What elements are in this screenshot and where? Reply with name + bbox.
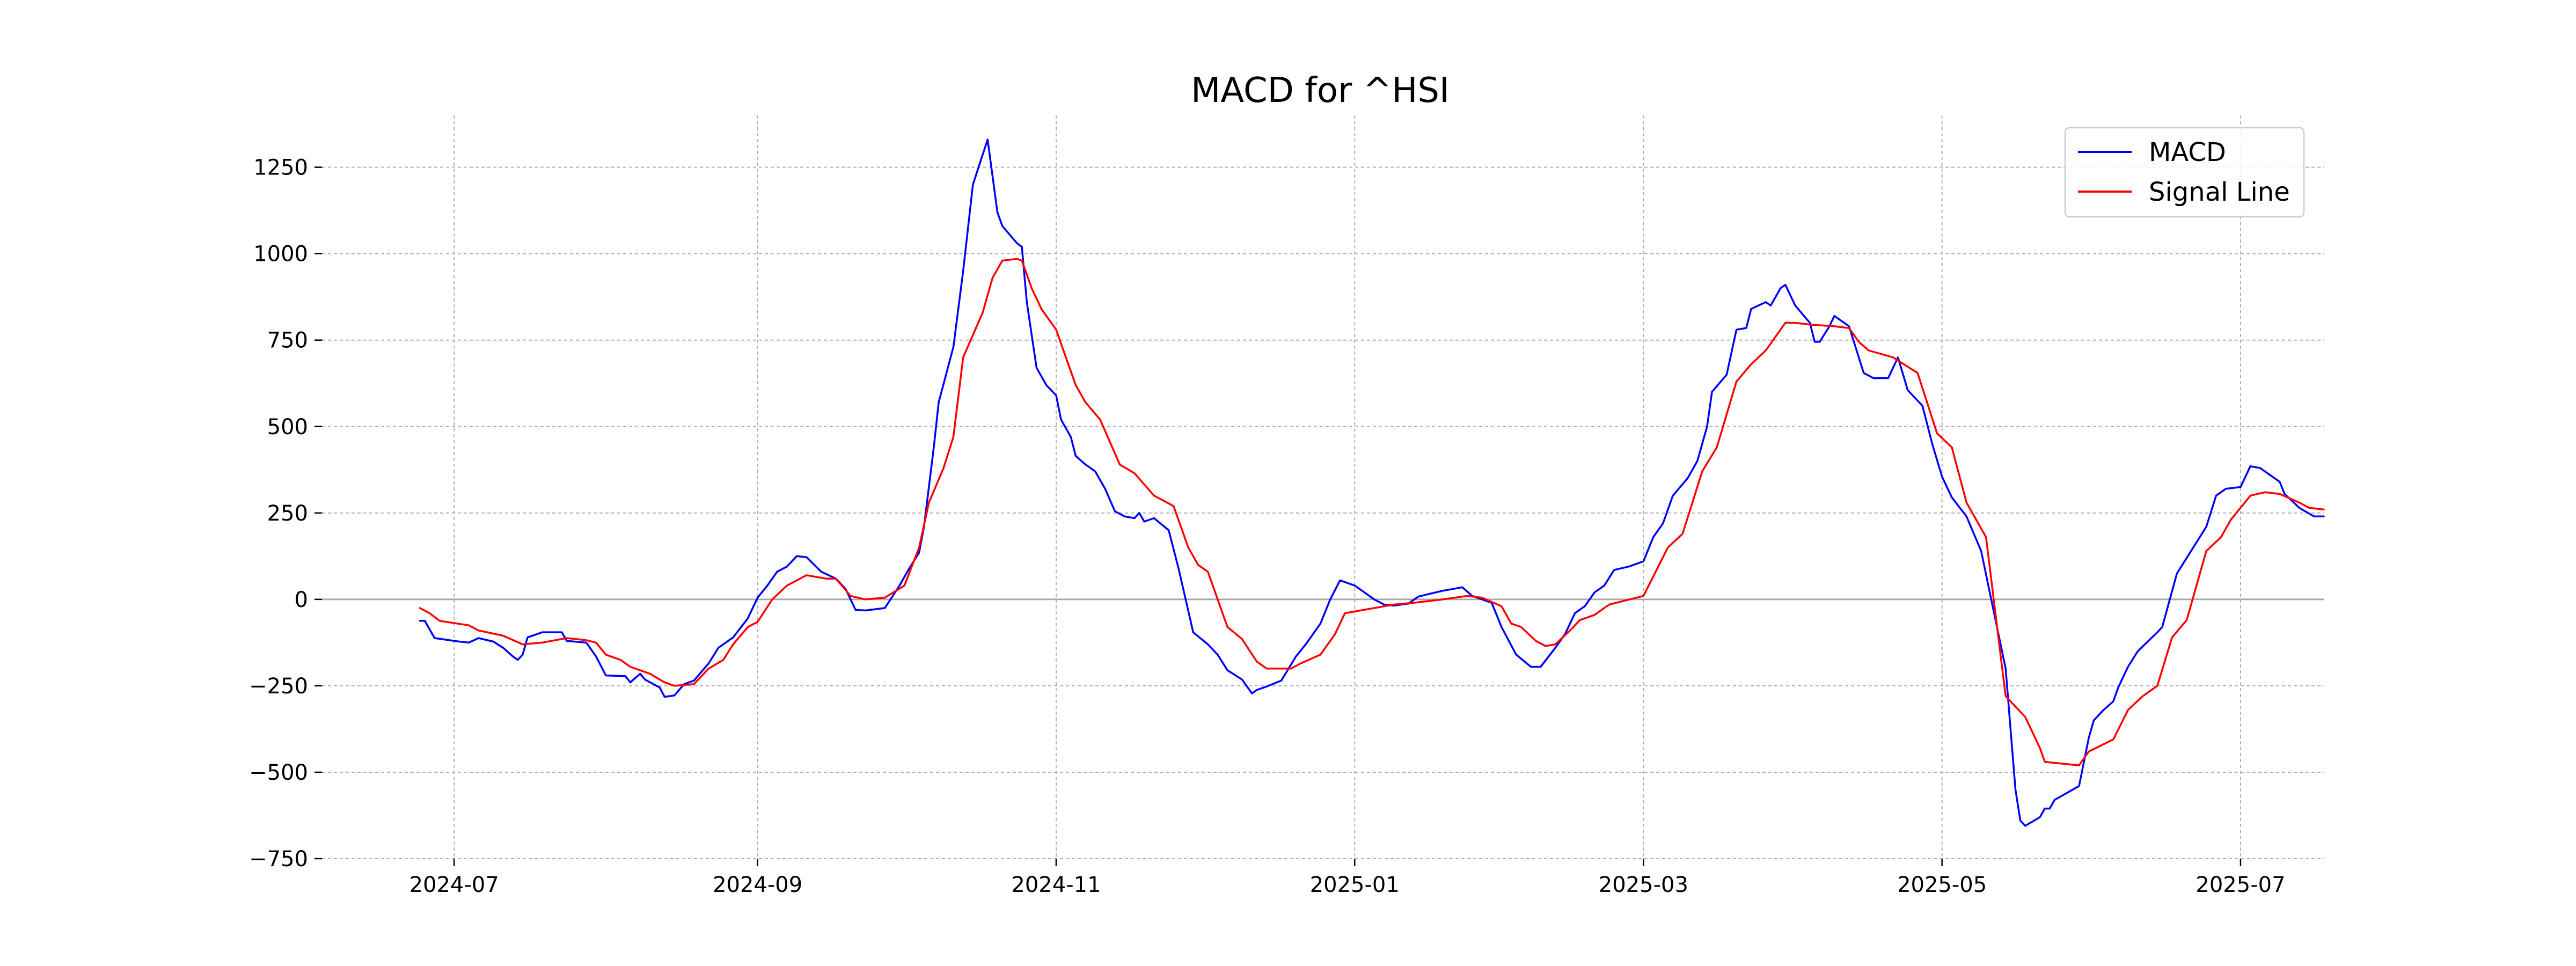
chart-title: MACD for ^HSI: [1191, 71, 1450, 111]
y-tick-label: 500: [267, 415, 308, 440]
x-tick-label: 2025-01: [1310, 873, 1400, 897]
y-tick-label: 1000: [253, 242, 308, 267]
legend-label: MACD: [2149, 137, 2226, 167]
x-tick-label: 2024-09: [713, 873, 802, 897]
x-axis: 2024-07 2024-09 2024-11 2025-01 2025-03 2025-…: [409, 859, 2286, 897]
legend-item[interactable]: MACD: [2078, 137, 2226, 167]
legend-label: Signal Line: [2149, 177, 2290, 207]
legend[interactable]: MACD Signal Line: [2064, 127, 2305, 218]
legend-item[interactable]: Signal Line: [2078, 177, 2290, 207]
x-tick-label: 2025-05: [1897, 873, 1987, 897]
y-tick-label: −500: [249, 760, 308, 785]
y-axis: −750 −500 −250 0 250 500 750 1000 1250: [249, 156, 322, 872]
series-layer: [419, 138, 2325, 827]
y-tick-label: 0: [295, 588, 308, 612]
y-tick-label: 250: [267, 501, 308, 526]
x-tick-label: 2024-11: [1011, 873, 1101, 897]
x-tick-label: 2025-03: [1599, 873, 1688, 897]
signal-line: [419, 258, 2325, 766]
x-tick-label: 2024-07: [409, 873, 499, 897]
grid: [322, 115, 2324, 859]
y-tick-label: −750: [249, 847, 308, 872]
macd-line: [419, 138, 2325, 827]
y-tick-label: 750: [267, 328, 308, 353]
y-tick-label: −250: [249, 674, 308, 699]
legend-box: [2064, 127, 2305, 218]
x-tick-label: 2025-07: [2196, 873, 2285, 897]
y-tick-label: 1250: [253, 156, 308, 180]
